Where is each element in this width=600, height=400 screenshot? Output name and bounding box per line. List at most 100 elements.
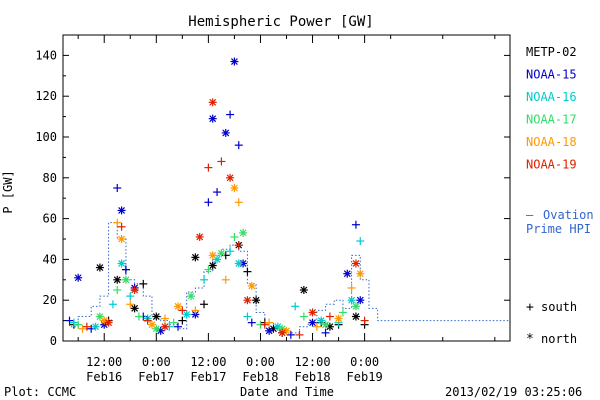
data-point (356, 237, 365, 246)
x-axis-label: Date and Time (240, 385, 334, 399)
data-point (95, 263, 104, 272)
ovation-hpi-line (63, 222, 510, 334)
y-tick-label: 40 (43, 252, 57, 266)
data-point (221, 128, 230, 137)
data-point (351, 259, 360, 268)
data-point (121, 275, 130, 284)
x-tick-label: 0:00 (350, 355, 379, 369)
legend: METP-02 NOAA-15 NOAA-16 NOAA-17 NOAA-18 NOAA-… (526, 45, 577, 172)
data-point (234, 259, 243, 268)
data-point (191, 253, 200, 262)
data-point (230, 57, 239, 66)
data-point (230, 232, 239, 241)
data-point (265, 318, 274, 327)
data-point (226, 110, 235, 119)
data-point (208, 114, 217, 123)
data-point (117, 235, 126, 243)
data-point (351, 312, 360, 321)
ovation-legend-dash: – (526, 208, 534, 222)
data-point (221, 275, 230, 284)
data-point (78, 324, 87, 333)
data-point (252, 296, 261, 305)
data-point (243, 312, 252, 321)
data-point (308, 308, 317, 317)
north-marker-label: north (541, 332, 577, 346)
data-point (356, 269, 365, 278)
y-tick-label: 20 (43, 293, 57, 307)
y-tick-label: 120 (35, 89, 57, 103)
data-point (243, 296, 252, 305)
data-point (291, 302, 300, 311)
data-point (239, 228, 248, 237)
data-point (351, 302, 360, 311)
data-point (69, 318, 78, 327)
x-tick-label: 12:00 (190, 355, 226, 369)
data-point (65, 316, 74, 325)
ovation-legend-line2: Prime HPI (526, 222, 591, 236)
data-point (226, 247, 235, 256)
data-point (113, 218, 122, 227)
data-point (113, 184, 122, 192)
chart-title: Hemispheric Power [GW] (188, 14, 373, 30)
data-point (265, 326, 274, 335)
data-point (204, 163, 213, 172)
data-point (117, 222, 126, 231)
data-point (343, 269, 352, 278)
data-point (195, 232, 204, 241)
x-axis: 12:00Feb160:00Feb1712:00Feb170:00Feb1812… (77, 35, 496, 384)
data-point (234, 141, 243, 150)
data-point (230, 184, 239, 192)
data-point (130, 286, 139, 294)
data-point (134, 312, 143, 321)
legend-entry: NOAA-16 (526, 90, 577, 104)
data-point (308, 318, 317, 327)
y-tick-label: 140 (35, 48, 57, 62)
data-point (182, 310, 191, 319)
data-point (325, 312, 334, 321)
x-tick-sublabel: Feb17 (138, 370, 174, 384)
data-point (213, 188, 222, 197)
data-point (360, 316, 369, 325)
data-point (247, 281, 256, 290)
legend-entry: NOAA-15 (526, 68, 577, 82)
legend-entry: METP-02 (526, 45, 577, 59)
data-point (347, 283, 356, 292)
ovation-legend-line1: Ovation (543, 208, 594, 222)
data-points (65, 57, 369, 339)
data-point (174, 302, 183, 311)
data-point (234, 198, 243, 207)
data-point (147, 320, 156, 329)
data-point (117, 206, 126, 215)
legend-entry: NOAA-17 (526, 113, 577, 127)
data-point (321, 328, 330, 337)
data-point (178, 306, 187, 315)
data-point (91, 322, 100, 331)
footer-plot-credit: Plot: CCMC (4, 385, 76, 399)
y-tick-label: 60 (43, 212, 57, 226)
data-point (351, 220, 360, 229)
south-marker-symbol: + (526, 300, 534, 315)
data-point (347, 296, 356, 305)
data-point (130, 304, 139, 313)
data-point (321, 320, 330, 329)
data-point (234, 241, 243, 250)
data-point (295, 330, 304, 339)
legend-entry: NOAA-18 (526, 135, 577, 149)
data-point (299, 312, 308, 321)
data-point (208, 251, 217, 260)
data-point (126, 292, 135, 301)
data-point (278, 328, 287, 337)
data-point (121, 265, 130, 274)
data-point (187, 292, 196, 301)
y-tick-label: 0 (50, 334, 57, 348)
data-point (247, 318, 256, 327)
data-point (113, 286, 122, 294)
data-point (334, 314, 343, 323)
data-point (191, 306, 200, 315)
data-point (178, 316, 187, 325)
data-point (312, 322, 321, 331)
x-tick-sublabel: Feb19 (347, 370, 383, 384)
data-point (139, 279, 148, 288)
data-point (74, 273, 83, 282)
data-point (169, 318, 178, 327)
